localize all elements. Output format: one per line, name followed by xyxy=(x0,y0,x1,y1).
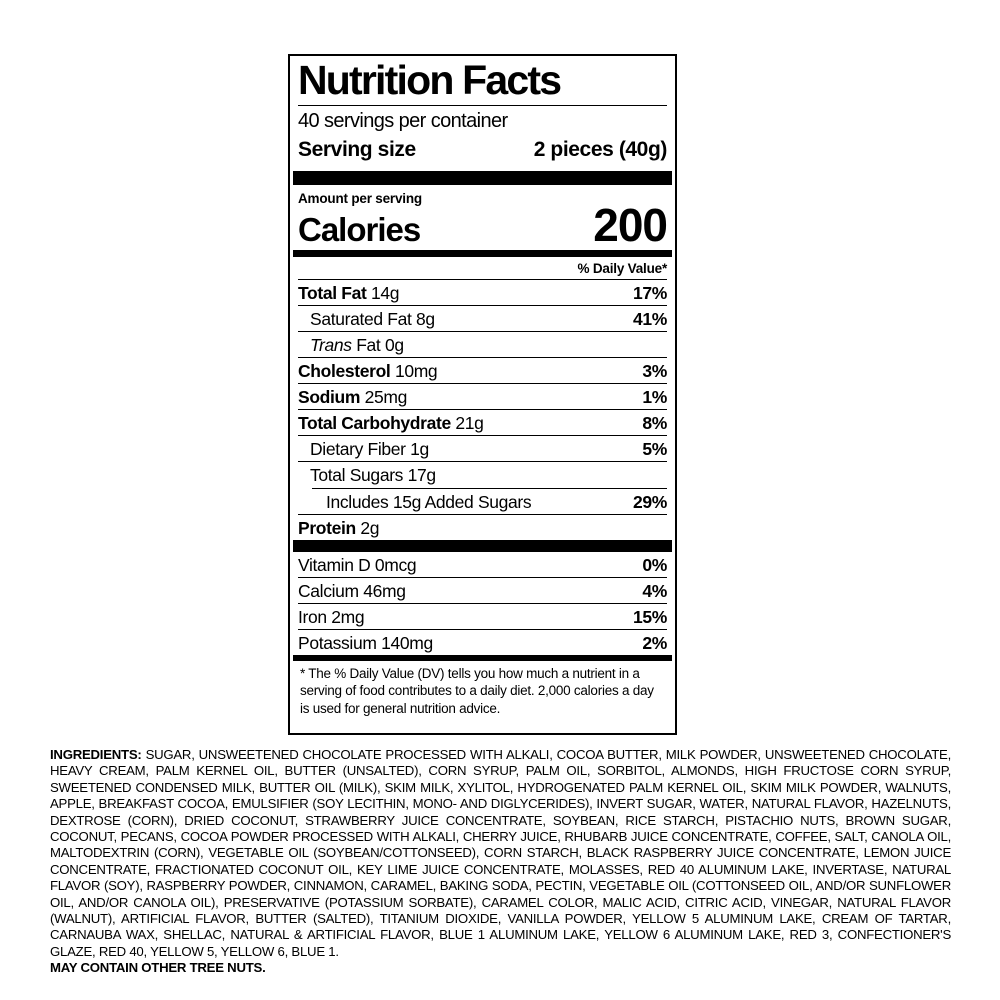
medium-bar xyxy=(293,249,672,257)
row-sodium: Sodium 25mg 1% xyxy=(298,383,667,409)
ingredients-text: SUGAR, UNSWEETENED CHOCOLATE PROCESSED W… xyxy=(50,747,952,959)
nutrient-name: Calcium 46mg xyxy=(298,580,406,601)
nutrient-dv: 4% xyxy=(642,580,667,601)
nutrient-name: Total Fat 14g xyxy=(298,282,400,303)
row-trans-fat: Trans Fat 0g xyxy=(298,330,667,357)
calories-value: 200 xyxy=(593,199,668,252)
nutrient-name: Protein 2g xyxy=(298,517,380,538)
nutrient-dv: 5% xyxy=(642,439,667,460)
nutrient-name: Dietary Fiber 1g xyxy=(310,439,429,460)
ingredients-heading: INGREDIENTS: xyxy=(50,747,142,762)
daily-value-header: % Daily Value* xyxy=(577,260,668,276)
nutrient-name: Saturated Fat 8g xyxy=(310,308,435,329)
nutrition-facts-label: Nutrition Facts 40 servings per containe… xyxy=(288,54,677,735)
nutrient-name: Includes 15g Added Sugars xyxy=(326,491,532,512)
row-added-sugars: Includes 15g Added Sugars 29% xyxy=(312,487,667,514)
nutrient-name: Total Carbohydrate 21g xyxy=(298,413,484,434)
calories-label: Calories xyxy=(298,210,421,248)
row-total-sugars: Total Sugars 17g xyxy=(298,461,667,487)
nutrient-name: Potassium 140mg xyxy=(298,633,433,654)
nutrient-name: Vitamin D 0mcg xyxy=(298,554,417,575)
serving-size-label: Serving size xyxy=(298,138,416,162)
nutrient-name: Sodium 25mg xyxy=(298,387,407,408)
nutrient-name: Total Sugars 17g xyxy=(310,465,436,486)
row-saturated-fat: Saturated Fat 8g 41% xyxy=(298,304,667,331)
medium-bar xyxy=(293,655,672,662)
row-dietary-fiber: Dietary Fiber 1g 5% xyxy=(298,435,667,461)
nutrient-dv: 29% xyxy=(633,491,667,512)
row-iron: Iron 2mg 15% xyxy=(298,603,667,629)
nutrient-dv: 17% xyxy=(633,282,667,303)
ingredients-paragraph: INGREDIENTS: SUGAR, UNSWEETENED CHOCOLAT… xyxy=(50,747,951,960)
nutrient-dv: 0% xyxy=(642,554,667,575)
nutrient-dv: 15% xyxy=(633,607,667,628)
calories-row: Calories 200 xyxy=(298,199,668,252)
serving-size-row: Serving size 2 pieces (40g) xyxy=(298,133,667,171)
amount-per-serving-label: Amount per serving xyxy=(298,191,422,207)
nutrient-name: Cholesterol 10mg xyxy=(298,360,438,381)
nutrient-dv: 1% xyxy=(642,387,667,408)
nutrient-name: Iron 2mg xyxy=(298,607,365,628)
nutrient-dv: 3% xyxy=(642,360,667,381)
nutrient-dv: 8% xyxy=(642,413,667,434)
ingredients-section: INGREDIENTS: SUGAR, UNSWEETENED CHOCOLAT… xyxy=(50,747,951,977)
daily-value-footnote: * The % Daily Value (DV) tells you how m… xyxy=(300,666,654,716)
label-title: Nutrition Facts xyxy=(298,57,562,103)
servings-per-container: 40 servings per container xyxy=(298,110,508,133)
nutrient-dv: 2% xyxy=(642,633,667,654)
nutrient-name: Trans Fat 0g xyxy=(310,334,404,355)
allergen-statement: MAY CONTAIN OTHER TREE NUTS. xyxy=(50,960,266,976)
serving-size-value: 2 pieces (40g) xyxy=(533,138,668,162)
row-vitamin-d: Vitamin D 0mcg 0% xyxy=(298,552,667,577)
row-calcium: Calcium 46mg 4% xyxy=(298,576,667,603)
thick-bar xyxy=(293,539,672,552)
thick-bar xyxy=(293,171,672,186)
row-total-carbohydrate: Total Carbohydrate 21g 8% xyxy=(298,409,667,435)
row-total-fat: Total Fat 14g 17% xyxy=(298,278,667,305)
row-cholesterol: Cholesterol 10mg 3% xyxy=(298,356,667,383)
row-potassium: Potassium 140mg 2% xyxy=(298,629,667,655)
nutrient-dv: 41% xyxy=(633,308,667,329)
title-divider xyxy=(298,105,667,107)
row-protein: Protein 2g xyxy=(298,513,667,540)
